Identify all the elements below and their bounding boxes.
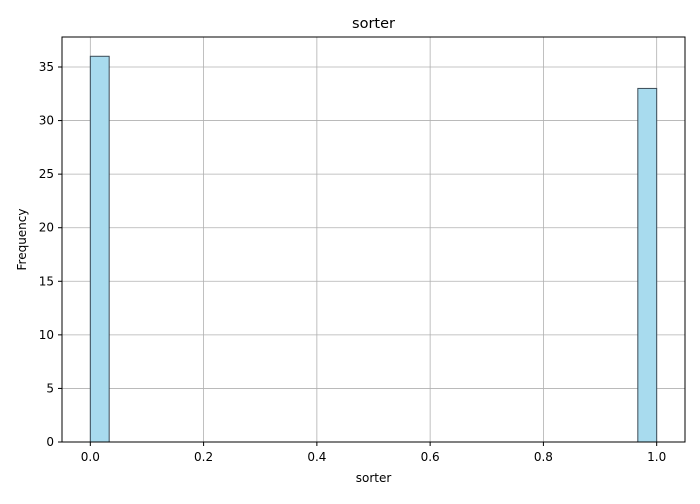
x-axis-ticks: 0.0 0.2 0.4 0.6 0.8 1.0 [81,442,666,464]
y-axis-ticks: 0 5 10 15 20 25 30 35 [39,60,62,449]
y-tick-label: 30 [39,114,54,128]
x-tick-label: 0.6 [421,450,440,464]
y-tick-label: 5 [46,381,54,395]
x-tick-label: 0.2 [194,450,213,464]
x-tick-label: 0.8 [534,450,553,464]
x-tick-label: 1.0 [647,450,666,464]
y-axis-label: Frequency [15,209,29,271]
x-tick-label: 0.0 [81,450,100,464]
y-tick-label: 35 [39,60,54,74]
y-tick-label: 0 [46,435,54,449]
chart-title: sorter [352,16,395,32]
y-tick-label: 25 [39,167,54,181]
y-tick-label: 20 [39,221,54,235]
y-tick-label: 15 [39,274,54,288]
y-tick-label: 10 [39,328,54,342]
histogram-bar [637,87,658,443]
histogram-bars [89,55,658,443]
x-axis-label: sorter [356,471,392,485]
x-tick-label: 0.4 [307,450,326,464]
histogram-bar [89,55,110,443]
grid-lines [62,37,685,443]
plot-frame [61,36,686,443]
